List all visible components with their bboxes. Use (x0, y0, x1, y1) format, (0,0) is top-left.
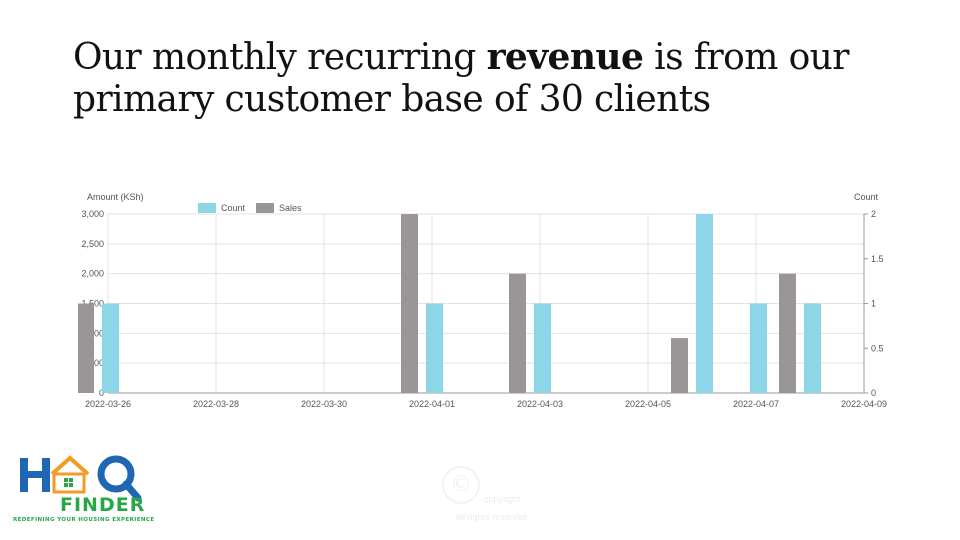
y2-tick-label: 1 (871, 299, 876, 309)
bar-count (426, 303, 443, 393)
bar-count (696, 214, 713, 393)
x-tick-label: 2022-03-30 (301, 399, 347, 409)
y-tick-label: 2,000 (81, 269, 104, 279)
y2-tick-label: 0 (871, 388, 876, 398)
x-tick-label: 2022-03-26 (85, 399, 131, 409)
watermark-line2: all rights reserved (456, 512, 528, 522)
bar-sales (509, 273, 526, 393)
title-text-2: is from our primary customer base of 30 … (73, 37, 849, 120)
bar-count (750, 303, 767, 393)
y2-tick-label: 0.5 (871, 343, 884, 353)
y2-tick-label: 1.5 (871, 254, 884, 264)
x-tick-label: 2022-04-03 (517, 399, 563, 409)
logo-tagline: REDEFINING YOUR HOUSING EXPERIENCE (13, 517, 155, 523)
bar-sales (779, 273, 796, 393)
x-tick-label: 2022-03-28 (193, 399, 239, 409)
legend-swatch-sales (256, 203, 274, 213)
bar-sales (671, 338, 688, 393)
bar-count (102, 303, 119, 393)
bar-sales (78, 303, 94, 393)
title-text-1: Our monthly recurring (73, 37, 487, 78)
slide-title: Our monthly recurring revenue is from ou… (73, 36, 943, 121)
bar-count (804, 303, 821, 393)
y-tick-label: 3,000 (81, 209, 104, 219)
legend-label-count: Count (221, 203, 246, 213)
hq-finder-logo-icon (20, 455, 142, 502)
title-bold-word: revenue (486, 36, 644, 78)
y-tick-label: 500 (89, 358, 104, 368)
bar-count (534, 303, 551, 393)
y-tick-label: 0 (99, 388, 104, 398)
chart-svg: 05001,0001,5002,0002,5003,00000.511.5220… (78, 192, 887, 409)
y-tick-label: 2,500 (81, 239, 104, 249)
legend-label-sales: Sales (279, 203, 302, 213)
watermark-line1: copyright (484, 494, 521, 504)
x-tick-label: 2022-04-05 (625, 399, 671, 409)
y-axis-title: Amount (KSh) (87, 192, 144, 202)
y2-axis-title: Count (854, 192, 879, 202)
x-tick-label: 2022-04-09 (841, 399, 887, 409)
revenue-chart: 05001,0001,5002,0002,5003,00000.511.5220… (78, 186, 898, 416)
copyright-icon: © (442, 466, 480, 504)
bar-sales (401, 214, 418, 393)
copyright-watermark: © copyright all rights reserved (442, 466, 582, 526)
y2-tick-label: 2 (871, 209, 876, 219)
logo-name: FINDER (60, 494, 146, 516)
x-tick-label: 2022-04-07 (733, 399, 779, 409)
x-tick-label: 2022-04-01 (409, 399, 455, 409)
legend-swatch-count (198, 203, 216, 213)
